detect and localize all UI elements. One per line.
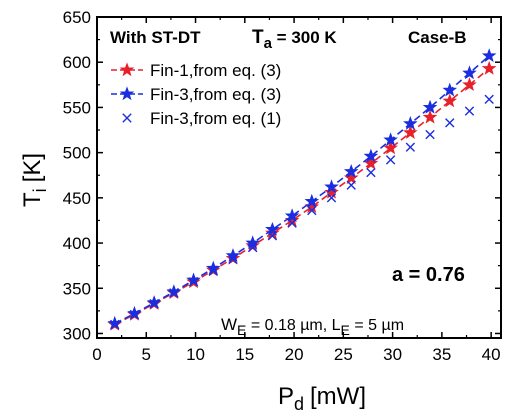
data-point	[247, 242, 258, 253]
data-point	[403, 125, 418, 139]
data-point	[383, 132, 398, 147]
data-point	[169, 288, 179, 298]
data-point	[166, 284, 182, 299]
data-point	[462, 77, 477, 92]
annotation-dims-w-value: = 0.18 µm, L	[246, 317, 340, 334]
data-point	[228, 254, 238, 265]
x-axis-label: Pd [mW]	[278, 383, 366, 414]
data-point	[403, 116, 418, 130]
data-point	[464, 106, 475, 116]
data-point	[425, 129, 435, 140]
y-axis-label-unit: [K]	[19, 153, 46, 182]
data-point	[445, 118, 455, 128]
annotation-ta-value: = 300 K	[272, 28, 337, 47]
y-axis-label-sub: i	[30, 188, 50, 192]
data-point	[405, 142, 416, 152]
x-axis-label-unit: [mW]	[310, 383, 366, 410]
annotation-st-dt: With ST-DT	[110, 28, 201, 47]
annotation-dims-w-sub: E	[237, 322, 246, 338]
data-point	[129, 309, 140, 320]
data-point	[442, 82, 458, 97]
data-point	[366, 167, 376, 178]
legend-entry-label: Fin-3,from eq. (1)	[150, 109, 281, 128]
data-point	[481, 48, 497, 63]
legend: Fin-1,from eq. (3) Fin-3,from eq. (3) Fin-…	[111, 61, 281, 128]
data-point	[304, 193, 320, 208]
data-point	[363, 155, 379, 170]
y-tick-label: 600	[63, 53, 91, 72]
data-point	[481, 60, 497, 75]
legend-marker	[119, 86, 135, 101]
x-axis-label-main: P	[278, 383, 294, 410]
x-tick-label: 35	[432, 345, 451, 364]
data-point	[188, 277, 199, 287]
ticks-layer: 0 5 10 15 20 25 30 35 40 300 350 400 450 500 550 600 650	[63, 8, 501, 364]
x-tick-label: 30	[383, 345, 402, 364]
data-point	[346, 180, 356, 190]
data-point	[343, 163, 359, 178]
data-point	[462, 65, 477, 80]
plot-layer	[107, 48, 497, 331]
legend-entry-label: Fin-3,from eq. (3)	[150, 85, 281, 104]
data-point	[110, 319, 120, 330]
y-tick-label: 300	[63, 324, 91, 343]
annotation-dimensions: WE = 0.18 µm, LE = 5 µm	[221, 315, 404, 338]
annotation-a-value: a = 0.76	[392, 264, 465, 286]
x-tick-label: 15	[235, 345, 254, 364]
data-point	[442, 93, 458, 108]
annotation-ta-prefix: T	[252, 27, 264, 48]
data-point	[307, 205, 317, 216]
annotation-dims-w: W	[221, 315, 237, 334]
data-point	[422, 99, 438, 114]
y-tick-label: 550	[63, 98, 91, 117]
y-tick-label: 500	[63, 144, 91, 163]
x-tick-label: 10	[186, 345, 205, 364]
y-tick-label: 450	[63, 189, 91, 208]
data-point	[107, 315, 123, 330]
data-point	[146, 295, 162, 309]
x-tick-label: 5	[142, 345, 151, 364]
data-point	[324, 184, 339, 199]
x-tick-label: 40	[482, 345, 501, 364]
legend-marker	[119, 62, 135, 77]
annotation-dims-l-sub: E	[341, 322, 350, 338]
data-point	[422, 109, 438, 124]
legend-entry-label: Fin-1,from eq. (3)	[150, 61, 281, 80]
data-point	[385, 155, 396, 165]
annotation-case: Case-B	[408, 28, 467, 47]
data-point	[383, 140, 398, 155]
data-point	[484, 94, 494, 104]
y-tick-label: 350	[63, 279, 91, 298]
annotation-dims-l-value: = 5 µm	[350, 317, 404, 334]
data-point	[363, 148, 379, 163]
x-tick-label: 25	[334, 345, 353, 364]
y-axis-label-main: T	[19, 192, 46, 207]
data-point	[265, 221, 280, 236]
data-point	[324, 179, 339, 194]
series-3	[110, 94, 494, 330]
x-tick-label: 0	[92, 345, 101, 364]
y-tick-label: 400	[63, 234, 91, 253]
x-axis-label-sub: d	[294, 394, 304, 414]
annotation-ta-sub: a	[264, 35, 273, 52]
annotation-ta: Ta = 300 K	[252, 27, 337, 52]
data-point	[287, 218, 297, 228]
x-tick-label: 20	[285, 345, 304, 364]
data-point	[149, 298, 159, 309]
y-tick-label: 650	[63, 8, 91, 27]
data-point	[267, 231, 278, 241]
legend-marker	[122, 113, 132, 123]
y-axis-label: Ti [K]	[19, 153, 50, 207]
data-point	[245, 235, 260, 250]
data-point	[127, 305, 142, 320]
data-point	[284, 208, 300, 223]
plot-frame	[96, 16, 502, 339]
data-point	[326, 193, 337, 203]
data-point	[208, 266, 218, 276]
